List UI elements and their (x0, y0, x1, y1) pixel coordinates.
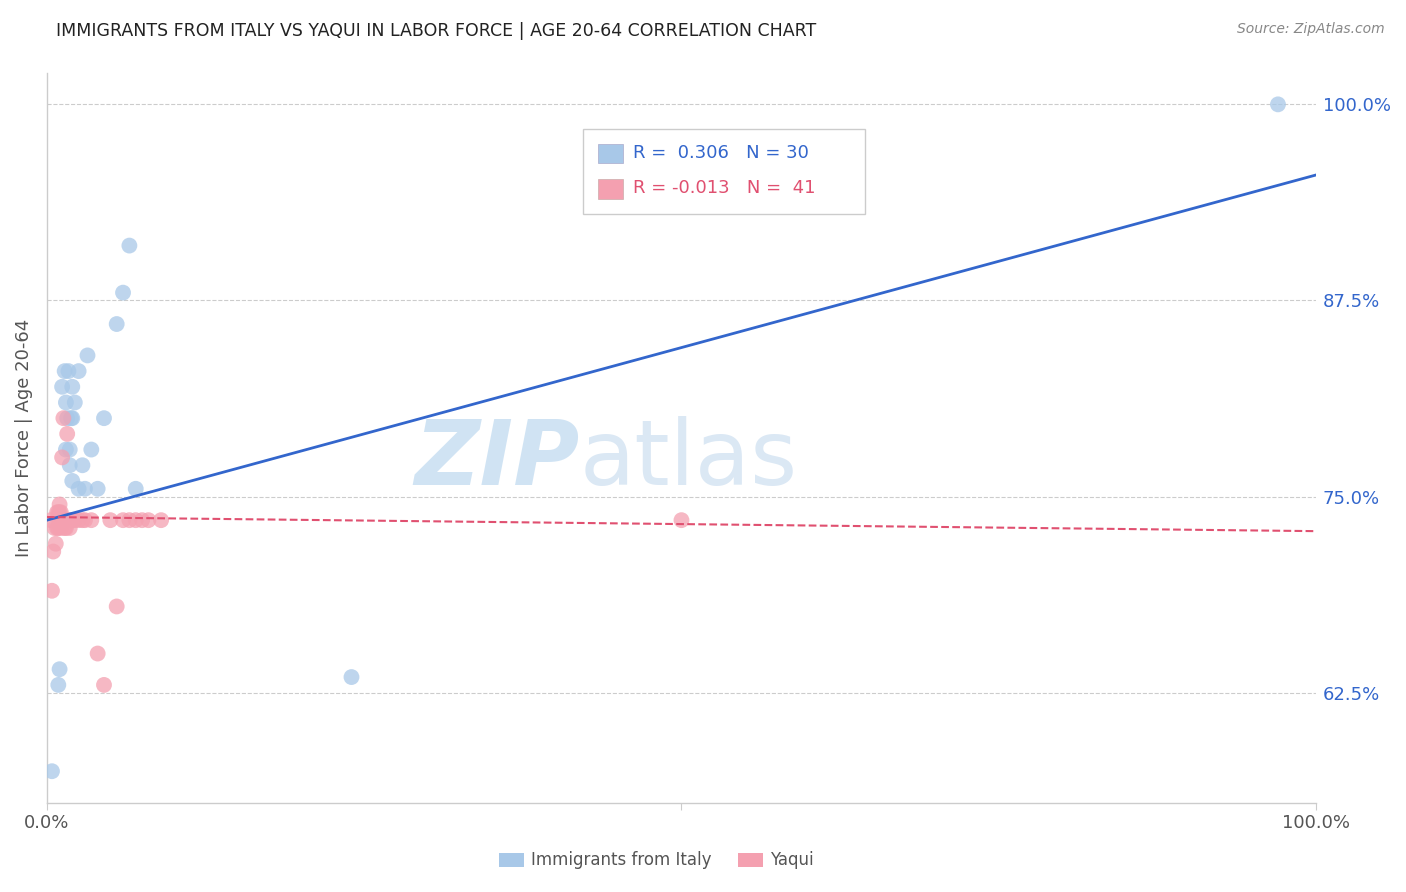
Point (80, 442, 103, 457)
Point (46, 521, 69, 535)
Point (52, 411, 75, 425)
Point (45, 537, 67, 551)
Point (48, 662, 70, 676)
Point (105, 599, 128, 614)
Point (41, 764, 63, 779)
Point (51, 380, 73, 394)
Point (51, 513, 73, 527)
Point (55, 442, 77, 457)
Point (671, 513, 693, 527)
Point (63, 513, 86, 527)
Point (59, 442, 82, 457)
Point (53, 521, 76, 535)
Point (56, 411, 79, 425)
Point (93, 411, 115, 425)
Point (59, 458, 82, 473)
Point (60, 513, 83, 527)
Point (112, 285, 135, 300)
Point (48, 498, 70, 512)
Point (49, 505, 72, 519)
Point (138, 513, 160, 527)
Point (46, 505, 69, 519)
Text: IMMIGRANTS FROM ITALY VS YAQUI IN LABOR FORCE | AGE 20-64 CORRELATION CHART: IMMIGRANTS FROM ITALY VS YAQUI IN LABOR … (56, 22, 817, 40)
Point (76, 348, 98, 362)
Point (72, 513, 94, 527)
Point (80, 513, 103, 527)
Point (67, 364, 90, 378)
Text: atlas: atlas (579, 416, 799, 504)
Point (58, 364, 80, 378)
Point (98, 513, 121, 527)
Point (46, 505, 69, 519)
Point (41, 583, 63, 598)
Point (150, 513, 173, 527)
Point (63, 395, 86, 409)
Point (59, 521, 82, 535)
Point (60, 411, 83, 425)
Point (112, 513, 135, 527)
Point (125, 513, 148, 527)
Point (118, 513, 141, 527)
Point (53, 364, 76, 378)
Point (55, 395, 77, 409)
Point (67, 482, 90, 496)
Point (60, 380, 83, 394)
Point (105, 317, 128, 331)
Point (55, 513, 77, 527)
Point (73, 482, 96, 496)
Text: R =  0.306   N = 30: R = 0.306 N = 30 (633, 144, 808, 161)
Point (60, 474, 83, 488)
Point (49, 521, 72, 535)
Point (42, 544, 65, 558)
Point (60, 513, 83, 527)
Point (340, 670, 363, 684)
Text: Source: ZipAtlas.com: Source: ZipAtlas.com (1237, 22, 1385, 37)
Point (72, 458, 94, 473)
Point (56, 426, 79, 441)
Point (58, 513, 80, 527)
Point (93, 678, 115, 692)
Point (48, 513, 70, 527)
Point (55, 521, 77, 535)
Text: ZIP: ZIP (415, 416, 579, 504)
Text: R = -0.013   N =  41: R = -0.013 N = 41 (633, 179, 815, 197)
Point (44, 521, 66, 535)
Point (46, 521, 69, 535)
Point (118, 238, 141, 252)
Text: Yaqui: Yaqui (770, 851, 814, 869)
Point (60, 411, 83, 425)
Point (86, 482, 108, 496)
Y-axis label: In Labor Force | Age 20-64: In Labor Force | Age 20-64 (15, 318, 32, 557)
Point (86, 647, 108, 661)
Point (46, 678, 69, 692)
Text: Immigrants from Italy: Immigrants from Italy (531, 851, 711, 869)
Point (51, 450, 73, 465)
Point (67, 513, 90, 527)
Point (131, 513, 153, 527)
Point (48, 505, 70, 519)
Point (1267, 97, 1289, 112)
Point (39, 513, 62, 527)
Point (73, 513, 96, 527)
Point (125, 482, 148, 496)
